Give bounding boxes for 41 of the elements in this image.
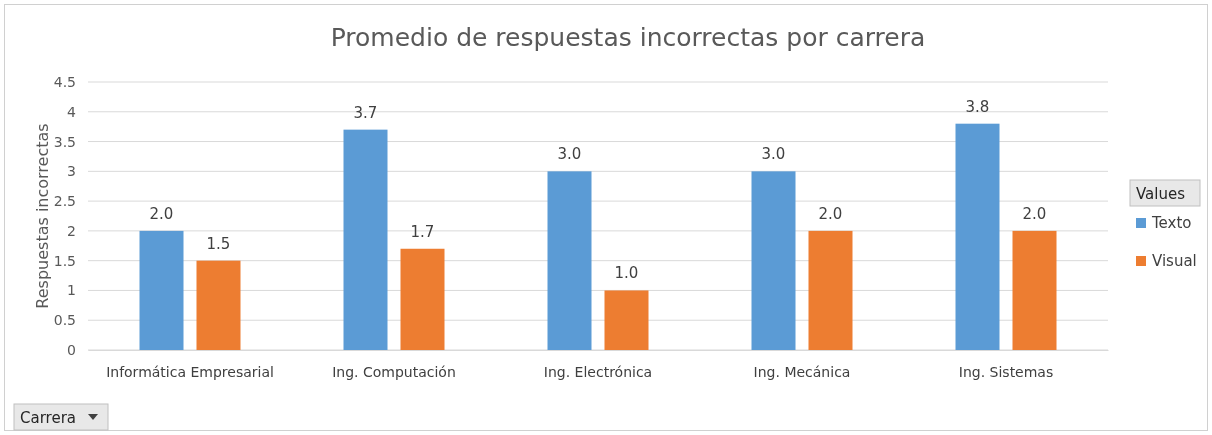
bar — [139, 230, 184, 350]
y-tick-label: 4.5 — [53, 73, 76, 90]
bar — [1012, 230, 1057, 350]
x-tick-label: Ing. Electrónica — [543, 363, 653, 380]
bar — [547, 171, 592, 350]
legend-label: Texto — [1151, 214, 1192, 232]
y-tick-label: 1.5 — [53, 252, 76, 269]
y-tick-label: 3 — [67, 163, 76, 180]
y-tick-label: 4 — [67, 103, 77, 120]
y-tick-label: 0 — [67, 341, 76, 358]
data-label: 2.0 — [149, 204, 174, 223]
x-tick-label: Ing. Mecánica — [753, 363, 851, 380]
bar — [196, 260, 241, 350]
data-label: 3.8 — [965, 97, 990, 116]
x-axis-title: Carrera — [20, 409, 76, 427]
bar — [400, 248, 445, 350]
x-tick-label: Ing. Sistemas — [958, 363, 1054, 380]
bar — [955, 123, 1000, 350]
bar — [604, 290, 649, 350]
data-label: 1.7 — [410, 222, 435, 241]
bar — [808, 230, 853, 350]
data-label: 3.0 — [557, 145, 582, 164]
y-tick-label: 2.5 — [53, 193, 76, 210]
data-label: 1.0 — [614, 264, 639, 283]
x-tick-label: Informática Empresarial — [106, 363, 274, 380]
bar — [751, 171, 796, 350]
legend-label: Visual — [1152, 252, 1197, 270]
bar — [343, 129, 388, 350]
data-label: 3.7 — [353, 103, 378, 122]
data-label: 2.0 — [818, 204, 843, 223]
y-tick-label: 2 — [67, 222, 76, 239]
data-label: 2.0 — [1022, 204, 1047, 223]
y-tick-label: 1 — [67, 282, 76, 299]
y-tick-label: 0.5 — [53, 312, 76, 329]
y-tick-label: 3.5 — [53, 133, 76, 150]
chart-title: Promedio de respuestas incorrectas por carrera — [330, 23, 926, 52]
y-axis-title: Respuestas incorrectas — [33, 123, 52, 309]
data-label: 3.0 — [761, 145, 786, 164]
data-label: 1.5 — [206, 234, 231, 253]
x-tick-label: Ing. Computación — [332, 363, 456, 380]
legend-title: Values — [1136, 185, 1186, 203]
